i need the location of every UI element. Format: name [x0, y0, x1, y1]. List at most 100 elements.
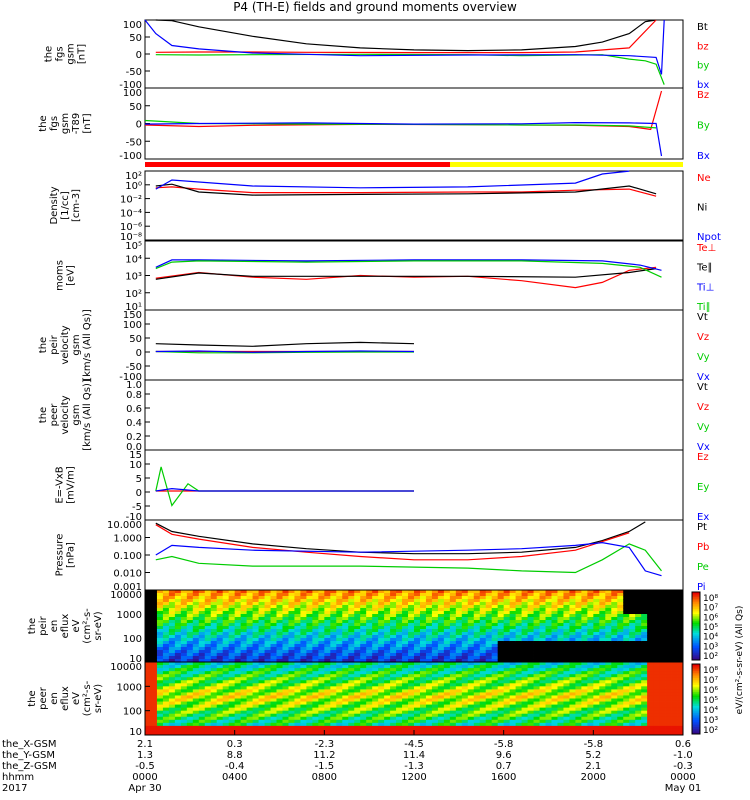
- xaxis-row-label: hhmm: [2, 772, 34, 783]
- colorbar-tick: 10⁷: [703, 676, 718, 686]
- ytick-label: -50: [126, 67, 142, 78]
- xaxis-value: 0.6: [675, 739, 691, 750]
- xaxis-row-label: the_Y-GSM: [2, 750, 55, 761]
- legend-label: Pe: [697, 562, 709, 573]
- colorbar-tick: 10⁶: [703, 613, 718, 623]
- ytick-label: 0.8: [126, 390, 142, 401]
- ylabel-line: [1/cc]: [60, 191, 71, 220]
- xaxis-value: 2000: [581, 772, 606, 783]
- ytick-label: 10²: [125, 289, 142, 300]
- legend-label: Te∥: [696, 263, 713, 274]
- ytick-label: 1.000: [113, 534, 142, 545]
- panel-frame-density: [144, 170, 684, 241]
- xaxis-value: -0.5: [135, 761, 155, 772]
- series-line-Vy: [155, 350, 414, 354]
- ytick-label: 1.0: [126, 380, 142, 391]
- legend-label: Vx: [697, 442, 710, 453]
- panel-frame-pressure: [144, 519, 684, 591]
- ytick-label: 10⁻⁴: [120, 208, 142, 219]
- legend-label: Vy: [697, 352, 710, 363]
- xaxis-value: 2.1: [585, 761, 601, 772]
- ytick-label: 0.2: [126, 432, 142, 443]
- ylabel-line: eflux: [60, 686, 71, 711]
- ylabel-line: gsm: [71, 404, 82, 425]
- ylabel-line: eV: [71, 692, 82, 705]
- ytick-label: 10: [129, 727, 142, 738]
- page-title: P4 (TH-E) fields and ground moments over…: [233, 0, 517, 14]
- heatmap-peer_en_eflux: [145, 662, 684, 736]
- legend-label: Pb: [697, 542, 709, 553]
- xaxis-value: -1.3: [404, 761, 424, 772]
- ylabel-line: [km/s (All Qs)]: [82, 309, 93, 381]
- xaxis-value: -5.8: [584, 739, 604, 750]
- ylabel-line: en: [49, 692, 60, 705]
- colorbar-tick: 10⁸: [703, 594, 718, 604]
- ylabel-line: the: [38, 337, 49, 353]
- series-line-Pi: [155, 541, 662, 577]
- colorbar-tick: 10⁴: [703, 706, 718, 716]
- series-line-Ex: [155, 487, 414, 492]
- series-line-by: [155, 53, 665, 85]
- panel-frame-moments_temp: [144, 240, 684, 311]
- colorbar-tick: 10⁸: [703, 666, 718, 676]
- ytick-label: 1000: [117, 682, 142, 693]
- colorbar-peer: [692, 664, 700, 735]
- ytick-label: 10⁻⁶: [120, 222, 142, 233]
- legend-label: Bt: [697, 22, 708, 33]
- legend-label: Bz: [697, 90, 709, 101]
- legend-label: Npot: [697, 232, 721, 243]
- ylabel-line: the: [27, 690, 38, 706]
- xaxis-value: -1.0: [673, 750, 693, 761]
- ytick-label: 0: [136, 120, 142, 131]
- ylabel-line: [nT]: [77, 44, 88, 64]
- xaxis-value: 0000: [670, 772, 695, 783]
- series-line-Vx: [155, 350, 415, 353]
- series-line-Te⊥: [155, 266, 657, 289]
- heatmap-peir_en_eflux: [145, 590, 684, 663]
- ylabel-line: [nT]: [82, 113, 93, 133]
- panel-frame-peir_velocity: [144, 309, 684, 381]
- ytick-label: 0.100: [113, 551, 142, 562]
- ytick-label: 10.000: [107, 520, 142, 531]
- colorbar-tick: 10³: [703, 642, 718, 652]
- ytick-label: 100: [123, 88, 142, 99]
- status-bar-yellow: [450, 162, 683, 167]
- ylabel-line: Density: [49, 186, 60, 224]
- ylabel-line: eV: [71, 619, 82, 632]
- xaxis-value: 2.1: [137, 739, 153, 750]
- panel-frame-e_field: [144, 449, 684, 521]
- xaxis-value: 1600: [491, 772, 516, 783]
- ylabel-line: [km/s (All Qs)]: [82, 379, 93, 451]
- ytick-label: -100: [119, 372, 142, 383]
- ylabel-line: gsm: [60, 113, 71, 134]
- xaxis-value: 11.2: [313, 750, 335, 761]
- ytick-label: 10⁵: [125, 241, 142, 252]
- series-line-Vt: [155, 341, 415, 347]
- series-line-Ti∥: [155, 260, 662, 278]
- legend-label: Vt: [697, 312, 708, 323]
- ytick-label: 0.4: [126, 418, 142, 429]
- ytick-label: 5: [136, 474, 142, 485]
- ylabel-line: the: [44, 46, 55, 62]
- colorbar-peir: [692, 592, 700, 661]
- xaxis-value: Apr 30: [128, 783, 161, 794]
- ylabel-line: peir: [49, 334, 60, 354]
- colorbar-tick: 10⁷: [703, 604, 718, 614]
- xaxis-value: 0.3: [227, 739, 243, 750]
- ytick-label: 0.010: [113, 569, 142, 580]
- ytick-label: 100: [123, 634, 142, 645]
- ytick-label: 10¹: [125, 302, 142, 313]
- colorbar-title: eV/(cm²-s-sr-eV) (All Qs): [735, 606, 745, 715]
- legend-label: Ex: [697, 512, 709, 523]
- ylabel-line: [mV/m]: [66, 466, 77, 504]
- ylabel-line: E=-VxB: [55, 466, 66, 503]
- colorbar-frame: [691, 663, 701, 735]
- ytick-label: 100: [123, 320, 142, 331]
- series-line-Bx: [144, 121, 663, 157]
- series-line-Ey: [155, 466, 414, 507]
- ytick-label: 0: [136, 488, 142, 499]
- ytick-label: 0.001: [113, 582, 142, 593]
- ytick-label: -100: [119, 80, 142, 91]
- ytick-label: 10⁻⁸: [120, 232, 142, 243]
- legend-label: Ni: [697, 203, 707, 214]
